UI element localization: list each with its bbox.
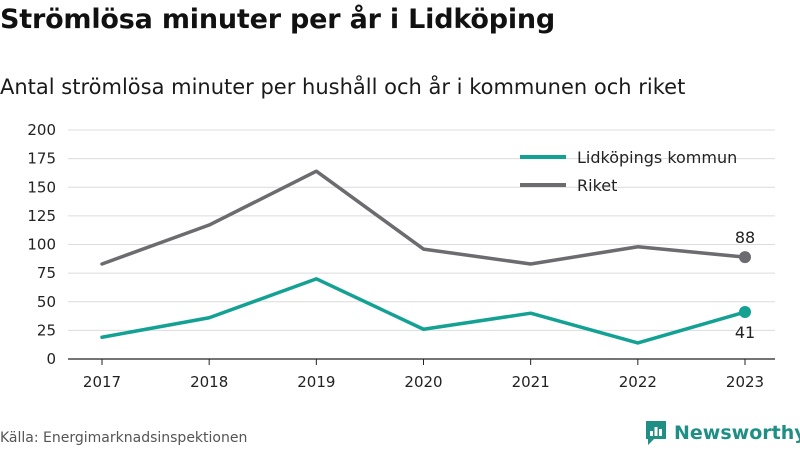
y-tick-label: 25	[37, 321, 56, 339]
y-tick-label: 200	[27, 121, 56, 139]
series-line-lidk-pings-kommun	[100, 277, 747, 345]
legend-label: Riket	[577, 176, 617, 195]
y-tick-label: 125	[27, 207, 56, 225]
series-line-riket	[100, 169, 747, 266]
series-end-point-lidk-pings-kommun	[739, 306, 751, 319]
y-tick-label: 175	[27, 150, 56, 168]
grid-lines	[68, 129, 775, 331]
end-value-label-riket: 88	[735, 228, 755, 247]
x-tick-label: 2020	[404, 373, 442, 391]
x-tick-label: 2022	[619, 373, 657, 391]
series-end-point-riket	[739, 251, 751, 264]
x-tick-label: 2021	[512, 373, 550, 391]
series-lines: 41 88	[100, 169, 755, 345]
x-tick-label: 2019	[297, 373, 335, 391]
chart-subtitle: Antal strömlösa minuter per hushåll och …	[0, 75, 686, 99]
x-tick-label: 2017	[83, 373, 121, 391]
source-note: Källa: Energimarknadsinspektionen	[0, 430, 248, 446]
y-axis-ticks: 0 25 50 75 100 125 150 175 200	[27, 121, 56, 368]
y-tick-label: 50	[37, 293, 56, 311]
brand-logo: Newsworthy	[644, 419, 800, 447]
x-tick-label: 2018	[190, 373, 228, 391]
newsworthy-logo-icon	[646, 421, 666, 445]
x-axis: 2017 2018 2019 2020 2021 2022 2023	[68, 358, 775, 391]
legend-label: Lidköpings kommun	[577, 148, 737, 167]
legend: Lidköpings kommun Riket	[520, 148, 737, 195]
x-tick-label: 2023	[726, 373, 764, 391]
chart-title: Strömlösa minuter per år i Lidköping	[0, 4, 556, 35]
y-tick-label: 75	[37, 264, 56, 282]
end-value-label-lidk-pings-kommun: 41	[735, 323, 755, 342]
brand-name: Newsworthy	[674, 422, 800, 444]
y-tick-label: 100	[27, 236, 56, 254]
y-tick-label: 0	[46, 350, 56, 368]
y-tick-label: 150	[27, 178, 56, 196]
